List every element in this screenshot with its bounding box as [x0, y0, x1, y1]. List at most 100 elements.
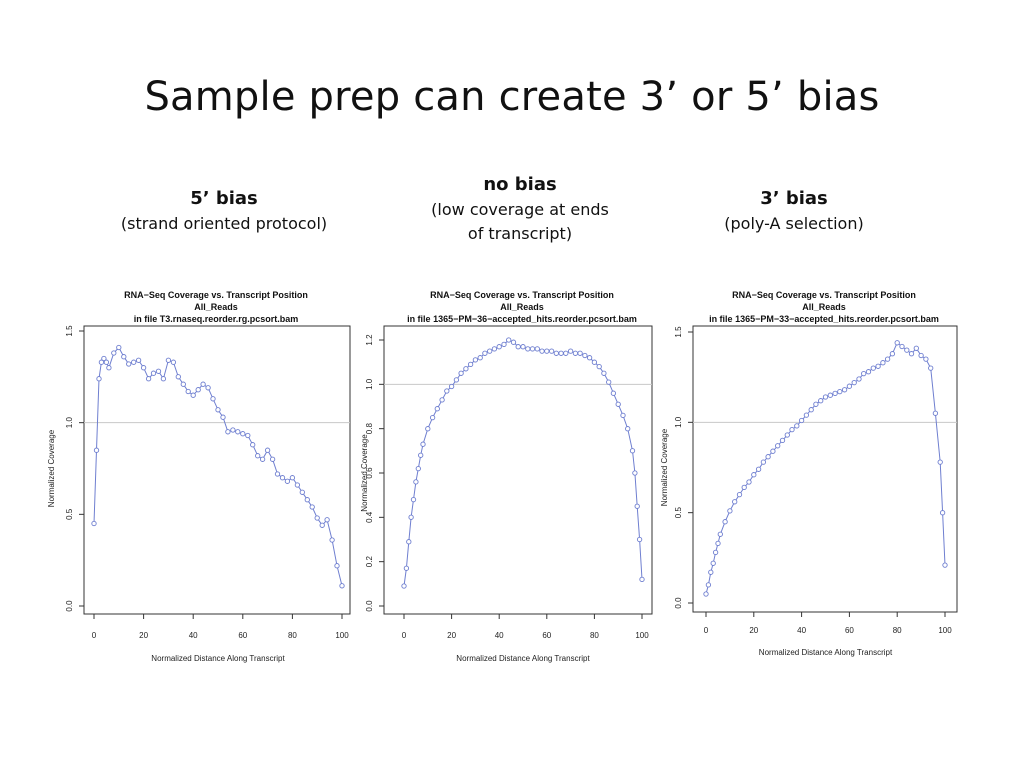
x-tick-label: 0 — [92, 631, 97, 640]
data-point — [220, 414, 226, 420]
data-point — [96, 376, 102, 382]
caption-subtitle: (poly-A selection) — [724, 214, 864, 233]
data-point — [875, 363, 881, 369]
x-axis-label: Normalized Distance Along Transcript — [456, 654, 590, 663]
data-point — [894, 340, 900, 346]
data-point — [510, 339, 517, 345]
data-point — [837, 388, 843, 395]
data-point — [534, 346, 540, 352]
data-point — [596, 363, 602, 370]
data-point — [798, 417, 805, 424]
data-point — [870, 365, 876, 371]
data-point — [259, 456, 266, 462]
data-point — [899, 343, 905, 350]
data-point — [846, 383, 853, 389]
x-tick-label: 0 — [704, 626, 709, 635]
data-point — [889, 351, 896, 357]
data-point — [334, 563, 340, 569]
x-tick-label: 20 — [749, 626, 758, 635]
data-point — [880, 360, 886, 366]
data-point — [525, 346, 531, 352]
data-point — [401, 583, 407, 589]
chart-subtitle: All_Reads — [802, 302, 846, 312]
data-point — [230, 427, 236, 433]
data-point — [434, 406, 440, 412]
data-point — [175, 374, 181, 380]
data-point — [705, 582, 712, 588]
data-point — [727, 508, 733, 514]
data-point — [98, 359, 105, 365]
y-tick-label: 0.0 — [365, 600, 374, 612]
data-point — [712, 549, 719, 556]
data-point — [200, 381, 206, 387]
data-point — [606, 379, 612, 385]
data-point — [145, 376, 152, 382]
coverage-line — [403, 339, 643, 587]
y-tick-label: 0.5 — [65, 508, 74, 520]
data-point — [775, 443, 781, 449]
data-point — [591, 359, 598, 365]
plot-frame — [83, 325, 351, 615]
data-point — [913, 345, 919, 351]
coverage-line — [705, 342, 946, 595]
data-point — [444, 388, 450, 394]
data-point — [121, 354, 127, 360]
chart-subtitle: All_Reads — [500, 302, 544, 312]
caption-5prime-bias: 5’ bias (strand oriented protocol) — [104, 186, 344, 236]
data-point — [586, 355, 593, 361]
data-point — [496, 344, 502, 350]
coverage-plot-3prime-bias: RNA−Seq Coverage vs. Transcript Position… — [660, 290, 958, 657]
data-point — [715, 540, 721, 547]
data-point — [410, 496, 417, 503]
y-tick-label: 0.0 — [674, 597, 683, 609]
data-point — [851, 379, 857, 386]
data-point — [841, 387, 848, 393]
chart-file-name: in file T3.rnaseq.reorder.rg.pcsort.bam — [134, 314, 299, 324]
data-point — [458, 370, 464, 376]
data-point — [314, 515, 320, 521]
data-point — [111, 350, 117, 356]
data-point — [770, 448, 776, 454]
data-point — [403, 565, 410, 571]
data-point — [299, 489, 305, 495]
data-point — [794, 423, 800, 429]
data-point — [418, 452, 424, 458]
data-point — [140, 365, 147, 371]
data-point — [420, 441, 426, 447]
y-axis-label: Normalized Coverage — [47, 429, 56, 507]
data-point — [477, 355, 483, 361]
data-point — [732, 499, 738, 505]
data-point — [415, 465, 421, 472]
data-point — [904, 347, 910, 353]
data-point — [703, 591, 709, 597]
data-point — [501, 341, 507, 348]
x-tick-label: 100 — [938, 626, 952, 635]
data-point — [923, 356, 929, 362]
data-point — [160, 376, 167, 382]
data-point — [722, 519, 728, 525]
data-point — [472, 357, 479, 363]
caption-subtitle: (low coverage at ends — [431, 200, 609, 219]
y-tick-label: 0.5 — [674, 507, 683, 519]
caption-subtitle: (strand oriented protocol) — [120, 214, 328, 233]
data-point — [544, 348, 550, 354]
plot-frame — [692, 325, 958, 613]
data-point — [453, 377, 460, 383]
data-point — [751, 472, 757, 478]
plot-frame — [383, 325, 653, 615]
x-axis-label: Normalized Distance Along Transcript — [151, 654, 285, 663]
data-point — [408, 514, 414, 520]
data-point — [760, 459, 767, 465]
caption-title: no bias — [483, 174, 557, 195]
data-point — [779, 437, 786, 444]
data-point — [548, 348, 555, 354]
data-point — [93, 447, 100, 453]
y-axis-label: Normalized Coverage — [360, 434, 369, 512]
data-point — [765, 454, 771, 460]
data-point — [190, 392, 196, 398]
data-point — [170, 359, 177, 365]
data-point — [601, 370, 607, 376]
data-point — [625, 426, 631, 432]
data-point — [539, 348, 545, 354]
data-point — [884, 356, 891, 362]
